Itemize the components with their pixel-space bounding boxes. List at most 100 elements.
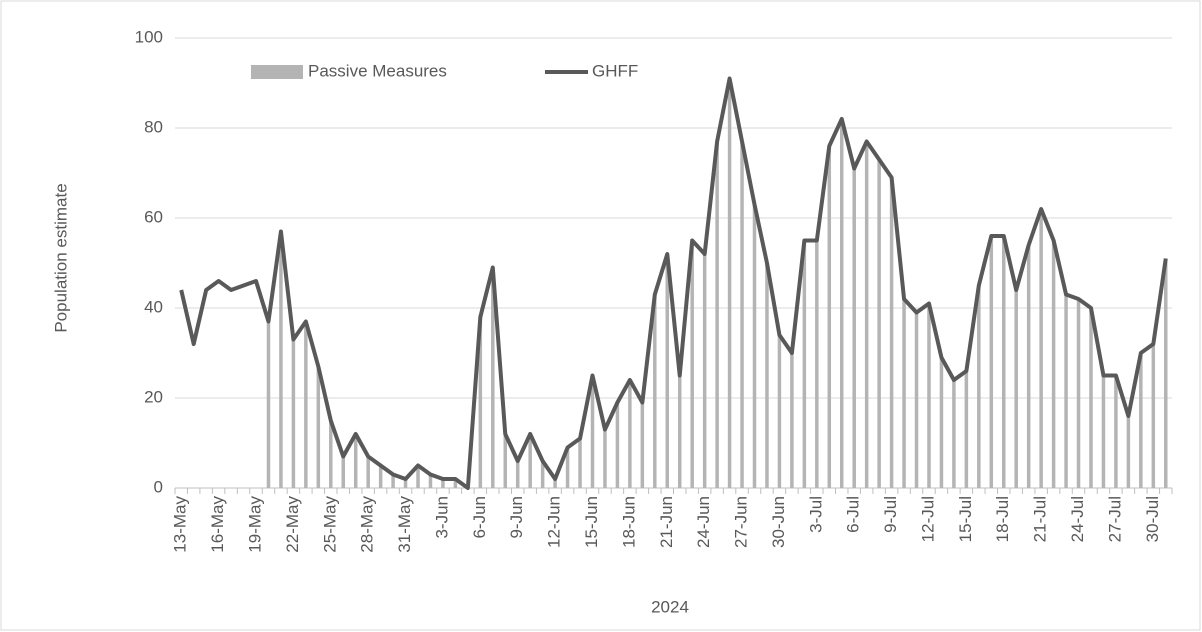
bar	[291, 339, 296, 488]
bar	[441, 479, 445, 488]
x-tick-label: 21-Jul	[1031, 496, 1050, 542]
bar	[1014, 290, 1018, 488]
bar	[752, 204, 757, 488]
bar	[528, 434, 532, 488]
x-tick-label: 13-May	[171, 496, 190, 553]
x-tick-label: 24-Jul	[1068, 496, 1087, 542]
bar	[453, 479, 458, 488]
x-tick-label: 27-Jun	[732, 496, 751, 548]
bar	[653, 294, 657, 488]
bar	[939, 357, 944, 488]
bar	[765, 263, 769, 488]
bar	[1051, 240, 1056, 488]
legend-swatch	[251, 65, 303, 79]
bar	[1164, 258, 1168, 488]
bar	[690, 240, 694, 488]
x-tick-label: 16-May	[208, 496, 227, 553]
x-tick-label: 18-Jul	[993, 496, 1012, 542]
y-tick-label: 60	[144, 207, 163, 226]
x-tick-label: 6-Jul	[844, 496, 863, 533]
bar	[1039, 209, 1043, 488]
bar	[590, 375, 595, 488]
x-tick-label: 18-Jun	[619, 496, 638, 548]
x-tick-label: 24-Jun	[694, 496, 713, 548]
bar	[727, 78, 732, 488]
bar	[478, 317, 483, 488]
x-tick-label: 25-May	[320, 496, 339, 553]
bar	[341, 456, 345, 488]
line	[179, 76, 1168, 490]
bar	[428, 474, 433, 488]
bar	[864, 141, 869, 488]
bar	[553, 479, 557, 488]
bar	[1064, 294, 1068, 488]
bar	[416, 465, 420, 488]
bar	[491, 267, 495, 488]
bar	[640, 402, 645, 488]
bar	[702, 254, 707, 488]
bar	[815, 240, 819, 488]
y-tick-label: 0	[154, 477, 163, 496]
bar	[1126, 416, 1131, 488]
x-tick-label: 22-May	[283, 496, 302, 553]
x-tick-label: 31-May	[395, 496, 414, 553]
bar	[790, 353, 794, 488]
bar	[378, 465, 383, 488]
bar	[316, 366, 321, 488]
y-tick-label: 100	[135, 27, 163, 46]
bar	[665, 254, 670, 488]
bar	[1114, 375, 1118, 488]
x-tick-label: 19-May	[245, 496, 264, 553]
bar	[964, 371, 969, 488]
x-tick-label: 15-Jun	[582, 496, 601, 548]
y-tick-label: 40	[144, 297, 163, 316]
x-tick-label: 3-Jul	[806, 496, 825, 533]
bar	[279, 231, 283, 488]
x-axis-title: 2024	[651, 597, 689, 616]
bar	[1151, 344, 1156, 488]
x-tick-label: 15-Jul	[956, 496, 975, 542]
x-tick-label: 6-Jun	[470, 496, 489, 539]
y-tick-label: 80	[144, 117, 163, 136]
bar	[304, 321, 308, 488]
bar	[503, 434, 508, 488]
bar	[839, 119, 844, 488]
x-tick-label: 28-May	[358, 496, 377, 553]
bar	[1076, 299, 1081, 488]
x-tick-label: 9-Jul	[881, 496, 900, 533]
bar	[1139, 353, 1143, 488]
bar	[740, 141, 744, 488]
bar	[1089, 308, 1093, 488]
x-tick-label: 9-Jun	[507, 496, 526, 539]
bar	[391, 474, 395, 488]
x-tick-label: 27-Jul	[1105, 496, 1124, 542]
bar	[515, 461, 520, 488]
bar	[266, 321, 271, 488]
bar	[977, 285, 981, 488]
bar	[827, 146, 832, 488]
bar	[715, 141, 719, 488]
bar	[565, 447, 570, 488]
bar	[677, 375, 682, 488]
bar	[852, 168, 856, 488]
bar	[628, 380, 632, 488]
x-tick-label: 3-Jun	[432, 496, 451, 539]
x-tick-label: 30-Jul	[1143, 496, 1162, 542]
bar	[1002, 236, 1006, 488]
bar	[802, 240, 807, 488]
bar	[578, 438, 582, 488]
bar	[366, 456, 370, 488]
y-tick-label: 20	[144, 387, 163, 406]
bar	[889, 177, 894, 488]
bar	[615, 402, 620, 488]
bar	[353, 434, 358, 488]
x-tick-label: 21-Jun	[657, 496, 676, 548]
y-axis-title: Population estimate	[51, 183, 70, 332]
legend-label: GHFF	[592, 61, 638, 80]
bar	[877, 159, 881, 488]
bar	[540, 461, 545, 488]
x-tick-label: 12-Jun	[545, 496, 564, 548]
bar	[1026, 245, 1031, 488]
bar	[952, 380, 956, 488]
